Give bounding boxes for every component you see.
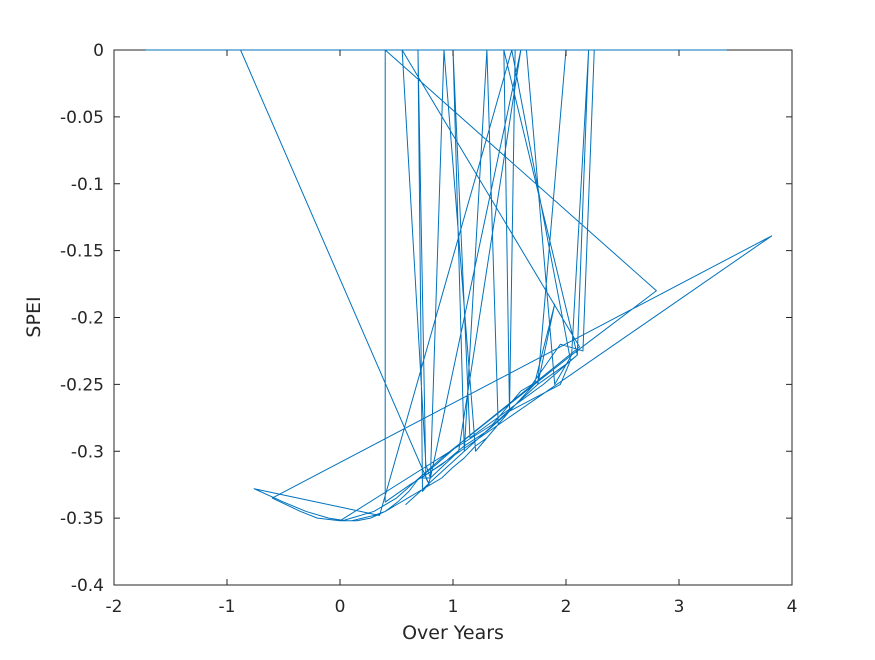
y-tick-label: -0.3 bbox=[71, 442, 104, 462]
y-axis-label: SPEI bbox=[23, 296, 45, 337]
y-tick-label: -0.2 bbox=[71, 309, 104, 329]
x-tick-label: 2 bbox=[561, 597, 572, 617]
x-tick-label: -1 bbox=[219, 597, 236, 617]
x-tick-label: 3 bbox=[674, 597, 685, 617]
x-tick-label: -2 bbox=[106, 597, 123, 617]
y-tick-label: -0.4 bbox=[71, 576, 104, 596]
y-tick-label: -0.25 bbox=[60, 375, 104, 395]
y-tick-label: -0.35 bbox=[60, 509, 104, 529]
y-tick-label: -0.1 bbox=[71, 175, 104, 195]
series-line-1 bbox=[145, 49, 773, 522]
x-axis-label: Over Years bbox=[402, 622, 504, 644]
y-axis: -0.4 -0.35 -0.3 -0.25 -0.2 -0.15 -0.1 -0.05 0 bbox=[60, 41, 792, 596]
x-tick-label: 0 bbox=[335, 597, 346, 617]
x-axis: -2 -1 0 1 2 3 4 bbox=[106, 50, 798, 617]
y-tick-label: -0.15 bbox=[60, 242, 104, 262]
y-tick-label: 0 bbox=[93, 41, 104, 61]
x-tick-label: 4 bbox=[787, 597, 798, 617]
x-tick-label: 1 bbox=[448, 597, 459, 617]
y-tick-label: -0.05 bbox=[60, 108, 104, 128]
